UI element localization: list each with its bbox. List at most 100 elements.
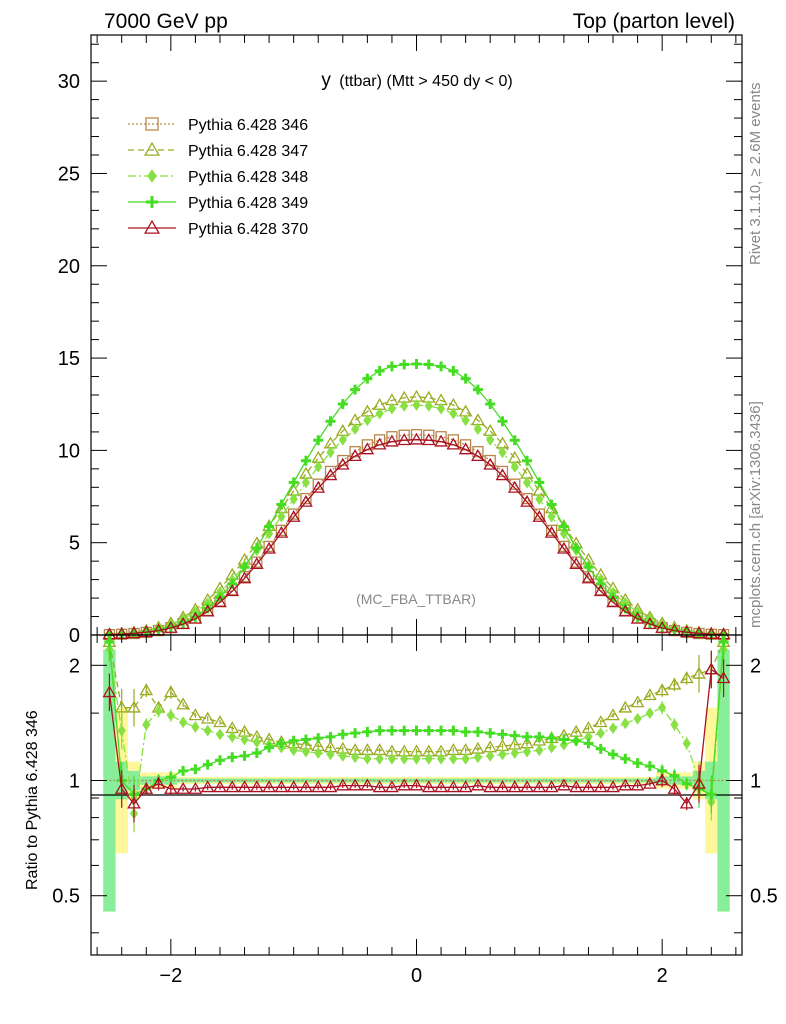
main-data-point	[313, 435, 324, 446]
main-series-group	[102, 358, 731, 641]
legend: Pythia 6.428 346 Pythia 6.428 347 Pythia 6…	[128, 117, 308, 238]
main-data-point	[449, 407, 458, 420]
ratio-data-point	[692, 666, 706, 679]
main-data-point	[569, 557, 584, 570]
main-data-point	[423, 359, 434, 370]
ratio-data-point	[655, 683, 670, 696]
ratio-data-point	[595, 743, 606, 754]
main-data-point	[276, 499, 287, 510]
main-y-tick-label: 10	[58, 440, 80, 462]
main-data-point	[595, 578, 606, 589]
ratio-data-point	[620, 753, 631, 764]
ratio-series-line	[108, 642, 725, 796]
ratio-data-point	[596, 727, 605, 739]
main-data-point	[471, 449, 485, 462]
ratio-data-point	[139, 781, 154, 794]
ratio-data-point	[670, 718, 679, 731]
main-data-point	[643, 617, 657, 630]
ratio-data-point	[348, 778, 362, 791]
ratio-data-point	[387, 752, 397, 765]
main-data-point	[299, 494, 313, 507]
ratio-data-point	[323, 780, 338, 793]
main-series-4	[102, 432, 731, 640]
ratio-data-point	[300, 734, 311, 745]
main-data-point	[239, 562, 250, 573]
ratio-data-point	[716, 671, 731, 684]
main-data-point	[485, 399, 496, 410]
ratio-data-point	[608, 722, 618, 735]
ratio-series-group	[102, 635, 731, 833]
main-data-point	[386, 361, 397, 372]
main-data-point	[251, 543, 262, 554]
ratio-data-point	[188, 781, 203, 794]
main-data-point	[507, 480, 522, 493]
main-data-point	[127, 626, 141, 639]
main-data-point	[300, 455, 311, 466]
ratio-data-point	[630, 695, 645, 708]
main-data-point	[312, 478, 324, 490]
ratio-data-point	[372, 780, 387, 793]
legend-entry-3: Pythia 6.428 349	[128, 195, 308, 212]
ratio-data-point	[608, 749, 619, 760]
ratio-data-point	[643, 688, 657, 701]
ratio-data-point	[644, 761, 655, 772]
legend-marker	[146, 196, 158, 208]
main-data-point	[509, 478, 521, 490]
main-data-point	[176, 617, 190, 630]
ratio-data-point	[117, 724, 126, 737]
main-data-point	[532, 509, 547, 522]
ratio-band-stat	[189, 778, 202, 783]
main-data-point	[473, 423, 483, 436]
ratio-y-tick-label-right: 2	[750, 655, 761, 677]
main-data-point	[213, 595, 227, 608]
ratio-data-point	[618, 700, 633, 713]
main-data-point	[372, 437, 387, 450]
legend-entry-1: Pythia 6.428 347	[128, 141, 308, 160]
header-right: Top (parton level)	[573, 10, 735, 33]
main-data-point	[360, 404, 375, 417]
main-data-point	[350, 423, 360, 436]
ratio-series-4	[102, 650, 731, 823]
main-data-point	[545, 524, 558, 536]
ratio-data-point	[338, 749, 347, 762]
main-data-point	[237, 571, 252, 584]
main-data-point	[557, 541, 571, 554]
main-data-point	[458, 442, 473, 455]
ratio-data-point	[114, 781, 129, 794]
ratio-data-point	[264, 742, 275, 753]
ratio-data-point	[237, 780, 252, 793]
ratio-data-point	[473, 751, 483, 764]
ratio-data-point	[495, 780, 510, 793]
main-data-point	[544, 525, 559, 538]
main-series-line	[109, 439, 724, 636]
ratio-data-point	[446, 780, 461, 793]
ratio-data-point	[104, 637, 115, 648]
main-data-point	[263, 540, 275, 553]
ratio-y-tick-label-right: 1	[750, 771, 761, 793]
ratio-data-point	[200, 711, 215, 724]
ratio-data-point	[581, 780, 596, 793]
ratio-data-point	[411, 725, 422, 736]
main-data-point	[558, 521, 569, 532]
legend-label: Pythia 6.428 349	[188, 195, 308, 212]
ratio-data-point	[618, 778, 633, 791]
ratio-data-point	[139, 683, 154, 696]
ratio-data-point	[704, 662, 719, 675]
ratio-data-point	[360, 778, 375, 791]
ratio-data-point	[621, 717, 630, 730]
ratio-data-point	[151, 776, 166, 789]
main-data-point	[436, 361, 447, 372]
ratio-series-line	[108, 649, 725, 814]
ratio-band-stat	[717, 649, 730, 912]
ratio-data-point	[227, 752, 238, 763]
ratio-data-point	[509, 730, 520, 741]
ratio-y-tick-label: 1	[69, 771, 80, 793]
x-tick-label: 2	[657, 965, 668, 987]
main-data-point	[522, 476, 532, 489]
legend-marker	[145, 117, 159, 131]
main-data-point	[446, 437, 461, 450]
ratio-data-point	[669, 770, 680, 781]
main-data-point	[495, 468, 510, 481]
ratio-data-point	[397, 778, 412, 791]
ratio-data-point	[706, 789, 717, 800]
